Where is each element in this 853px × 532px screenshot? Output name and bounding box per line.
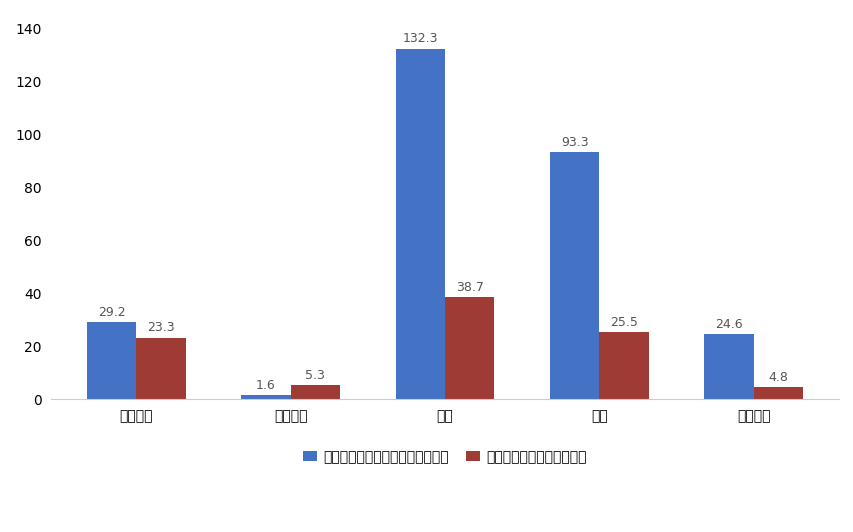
- Bar: [753, 387, 802, 400]
- Text: 4.8: 4.8: [768, 371, 787, 384]
- Bar: [599, 332, 648, 400]
- Bar: [549, 152, 599, 400]
- Text: 5.3: 5.3: [305, 369, 325, 382]
- Text: 93.3: 93.3: [560, 136, 588, 149]
- Bar: [395, 48, 444, 400]
- Bar: [290, 385, 339, 400]
- Bar: [87, 322, 136, 400]
- Bar: [136, 338, 185, 400]
- Legend: 平均每亿元中标金额的投标人数量, 平均每个标段的投标人数量: 平均每亿元中标金额的投标人数量, 平均每个标段的投标人数量: [297, 444, 592, 469]
- Text: 23.3: 23.3: [147, 321, 175, 335]
- Text: 29.2: 29.2: [98, 306, 125, 319]
- Bar: [704, 334, 753, 400]
- Bar: [444, 297, 494, 400]
- Text: 1.6: 1.6: [256, 379, 276, 392]
- Text: 38.7: 38.7: [456, 281, 483, 294]
- Bar: [241, 395, 290, 400]
- Text: 24.6: 24.6: [715, 318, 742, 331]
- Text: 132.3: 132.3: [402, 32, 438, 46]
- Text: 25.5: 25.5: [609, 315, 637, 329]
